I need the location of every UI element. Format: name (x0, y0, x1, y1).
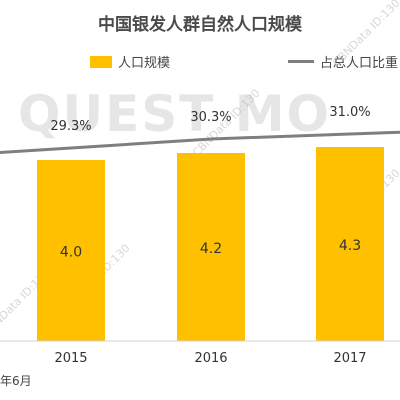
bar (177, 153, 245, 341)
x-tick-label: 2015 (54, 351, 87, 366)
line-value-label: 31.0% (329, 105, 370, 120)
legend-bar-swatch (90, 55, 112, 68)
line-value-label: 29.3% (50, 119, 91, 134)
watermark-logo: QUEST MO (18, 85, 332, 143)
legend-line-swatch (288, 60, 314, 63)
source-footnote: 年6月 (0, 374, 32, 388)
x-tick-label: 2017 (333, 351, 366, 366)
ratio-line (0, 130, 400, 155)
chart-title: 中国银发人群自然人口规模 (98, 15, 302, 35)
bar (37, 160, 105, 341)
legend-label-population: 人口规模 (118, 56, 171, 71)
legend-label-ratio: 占总人口比重 (320, 56, 399, 71)
bar (316, 147, 384, 341)
legend-item-ratio: 占总人口比重 (288, 52, 398, 71)
legend-item-population: 人口规模 (90, 52, 170, 71)
line-value-label: 30.3% (190, 110, 231, 125)
bar-value-label: 4.0 (60, 245, 82, 261)
chart-legend: 人口规模 占总人口比重 (0, 52, 400, 72)
x-tick-label: 2016 (194, 351, 227, 366)
bar-value-label: 4.3 (339, 238, 361, 254)
bar-value-label: 4.2 (200, 241, 222, 257)
